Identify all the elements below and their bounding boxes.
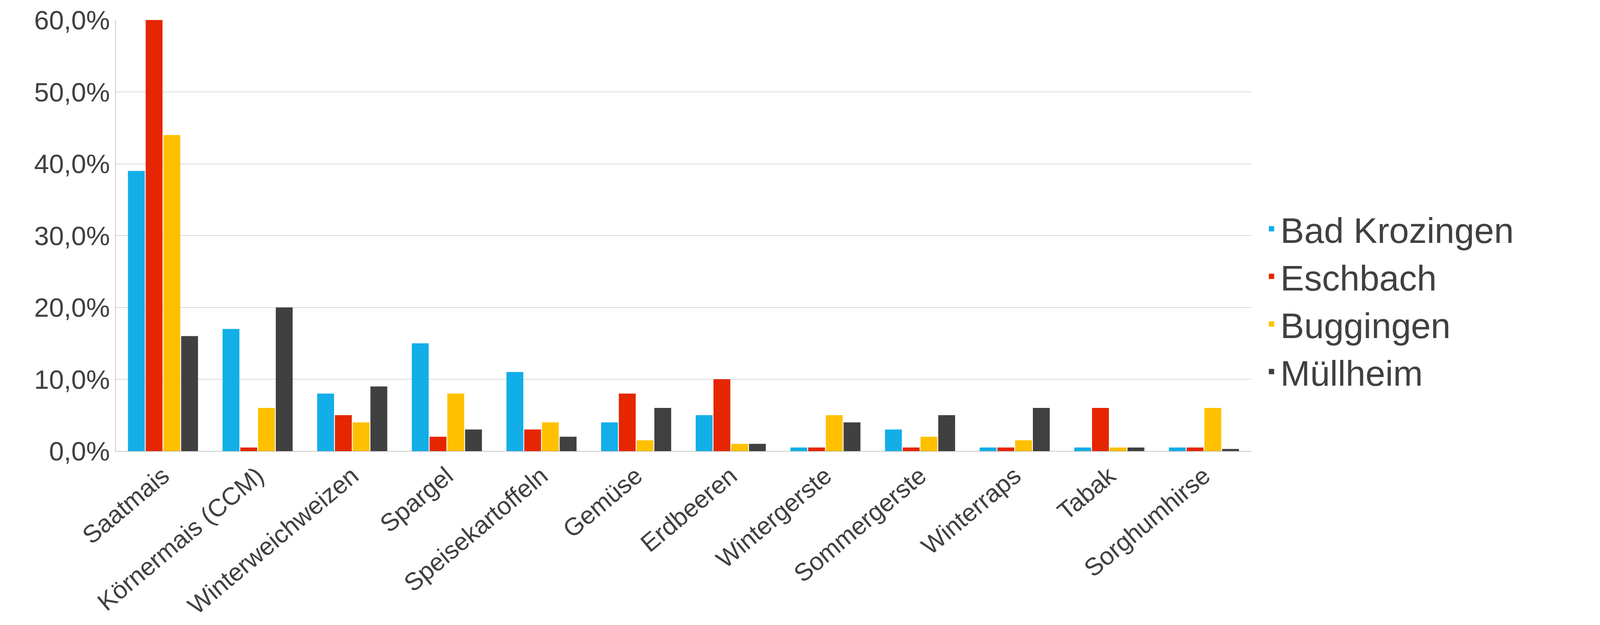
svg-text:Speisekartoffeln: Speisekartoffeln: [398, 461, 553, 598]
svg-text:20,0%: 20,0%: [34, 292, 110, 323]
svg-text:Tabak: Tabak: [1051, 460, 1122, 526]
svg-text:Buggingen: Buggingen: [1280, 306, 1451, 346]
svg-text:Wintergerste: Wintergerste: [710, 461, 838, 574]
svg-text:30,0%: 30,0%: [34, 221, 110, 251]
svg-text:Saatmais: Saatmais: [76, 461, 175, 550]
svg-text:Sorghumhirse: Sorghumhirse: [1078, 461, 1216, 583]
svg-text:Gemüse: Gemüse: [557, 461, 648, 544]
svg-text:Eschbach: Eschbach: [1280, 258, 1437, 299]
svg-text:40,0%: 40,0%: [34, 149, 110, 179]
svg-text:Erdbeeren: Erdbeeren: [635, 461, 743, 558]
svg-text:60,0%: 60,0%: [34, 5, 110, 36]
svg-text:Müllheim: Müllheim: [1280, 353, 1423, 394]
svg-text:Sommergerste: Sommergerste: [788, 461, 932, 588]
svg-text:Körnermais (CCM): Körnermais (CCM): [92, 461, 270, 617]
svg-text:Bad Krozingen: Bad Krozingen: [1280, 210, 1515, 251]
svg-text:Spargel: Spargel: [374, 461, 459, 538]
svg-text:50,0%: 50,0%: [34, 77, 110, 108]
svg-text:0,0%: 0,0%: [48, 436, 110, 467]
svg-text:Winterweichweizen: Winterweichweizen: [182, 461, 364, 620]
svg-text:10,0%: 10,0%: [34, 364, 110, 395]
svg-text:Winterraps: Winterraps: [915, 461, 1027, 561]
